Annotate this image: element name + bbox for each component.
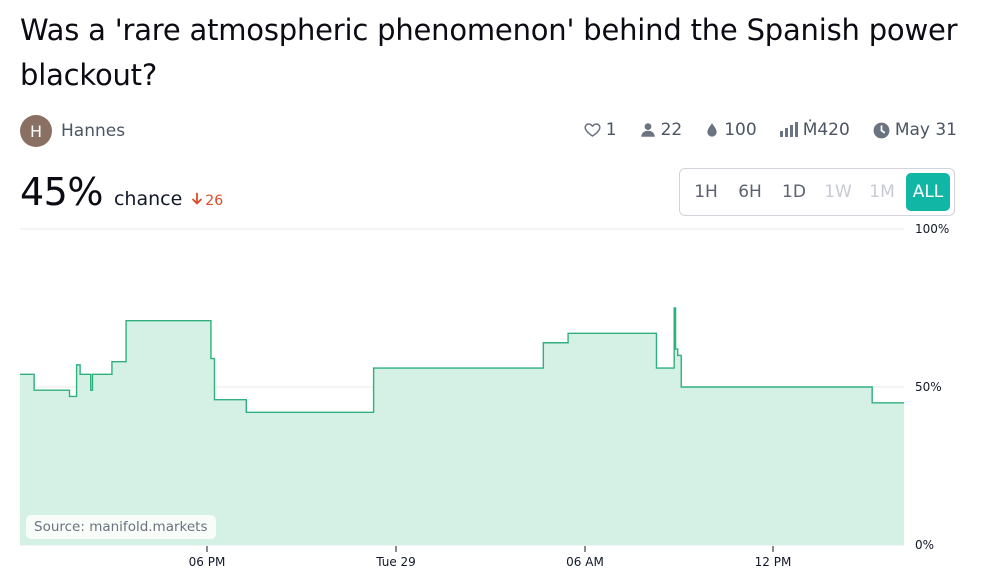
traders-count: 22 [660,120,683,140]
probability-change-value: 26 [205,192,224,209]
x-tick-label: Tue 29 [375,555,416,569]
bar-chart-icon [779,122,799,138]
likes-count: 1 [605,120,617,140]
close-date-stat[interactable]: May 31 [872,120,957,140]
range-1h-button[interactable]: 1H [694,182,718,202]
probability-summary: 45% chance 26 [20,170,223,214]
range-1d-button[interactable]: 1D [782,182,806,202]
market-stats: 1 22 100 Ṁ420 [583,117,957,143]
liquidity-stat[interactable]: 100 [704,120,757,140]
series-area [20,308,904,545]
avatar[interactable]: H [20,115,52,147]
volume-stat[interactable]: Ṁ420 [779,120,850,140]
clock-icon [872,121,891,140]
arrow-down-icon [191,192,203,209]
author-block[interactable]: H Hannes [20,115,125,147]
range-1m-button[interactable]: 1M [869,182,895,202]
probability-label: chance [113,188,183,210]
probability-value: 45% [20,170,103,214]
volume-value: Ṁ420 [802,120,850,140]
user-icon [639,121,657,139]
probability-chart[interactable]: 100% 50% 0% 06 PM Tue 29 06 AM 12 PM [0,220,984,576]
droplet-icon [704,121,720,139]
source-label: Source: manifold.markets [26,515,216,539]
x-tick-label: 06 PM [189,555,226,569]
range-1w-button[interactable]: 1W [824,182,852,202]
y-tick-label: 50% [915,380,942,394]
traders-stat[interactable]: 22 [639,120,683,140]
likes-stat[interactable]: 1 [583,120,617,140]
x-tick-label: 12 PM [755,555,792,569]
range-all-button[interactable]: ALL [906,173,950,211]
author-name[interactable]: Hannes [61,121,126,141]
page-title: Was a 'rare atmospheric phenomenon' behi… [20,13,958,92]
liquidity-value: 100 [724,120,757,140]
close-date: May 31 [894,120,957,140]
heart-icon [583,121,602,139]
time-range-selector: 1H 6H 1D 1W 1M ALL [679,168,955,216]
probability-change: 26 [191,192,223,209]
y-tick-label: 0% [915,538,934,552]
series-line [20,307,904,413]
x-tick-label: 06 AM [566,555,604,569]
y-tick-label: 100% [915,222,949,236]
range-6h-button[interactable]: 6H [738,182,762,202]
